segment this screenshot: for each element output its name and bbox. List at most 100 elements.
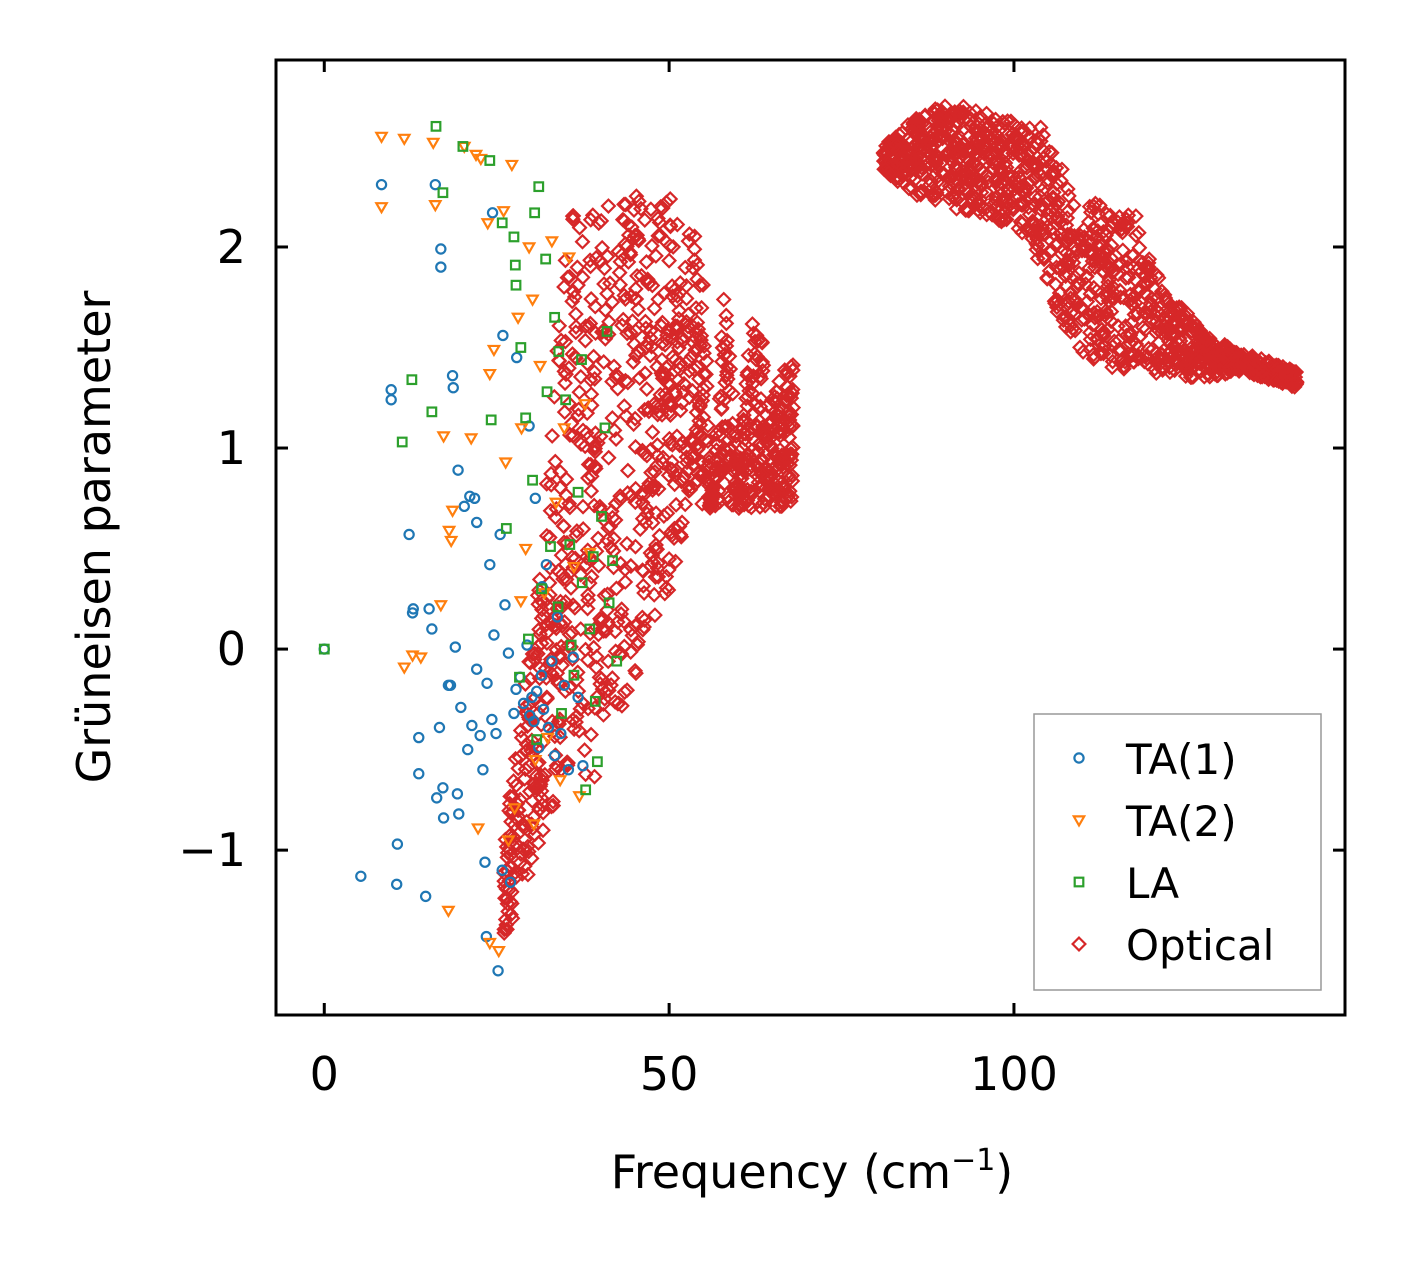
optical-point	[661, 430, 678, 447]
optical-point	[642, 558, 659, 575]
optical-point	[504, 910, 521, 927]
ta1-point	[508, 707, 520, 720]
ta1-point	[494, 528, 506, 541]
ta1-point	[484, 558, 496, 571]
optical-point	[1123, 314, 1140, 331]
optical-point	[689, 256, 706, 273]
optical-point	[613, 601, 630, 618]
ta2-point	[491, 945, 506, 959]
optical-point	[906, 172, 923, 188]
optical-point	[640, 400, 657, 417]
ta1-point	[577, 759, 589, 772]
optical-point	[944, 189, 961, 206]
optical-point	[740, 347, 757, 364]
optical-point	[1122, 325, 1139, 342]
optical-point	[1235, 351, 1252, 368]
optical-point	[526, 645, 543, 662]
optical-point	[678, 449, 695, 466]
optical-point	[517, 743, 534, 759]
ta1-point	[446, 369, 459, 382]
optical-point	[566, 288, 583, 305]
optical-point	[888, 137, 904, 154]
optical-point	[622, 324, 639, 341]
optical-point	[676, 468, 693, 485]
optical-point	[679, 462, 696, 479]
y-axis-label: Grüneisen parameter	[67, 290, 121, 783]
optical-point	[655, 508, 672, 524]
optical-point	[585, 639, 602, 656]
optical-point	[773, 475, 790, 492]
axis-ticks: 0 50 100 −1 0 1 2	[178, 60, 1345, 1101]
optical-point	[1047, 196, 1064, 213]
la-point	[500, 523, 512, 534]
optical-point	[518, 736, 535, 753]
optical-point	[609, 380, 626, 397]
la-point	[591, 756, 603, 768]
optical-point	[744, 385, 761, 402]
optical-point	[613, 697, 630, 714]
optical-point	[617, 574, 634, 590]
la-point	[599, 422, 611, 434]
optical-point	[600, 519, 617, 536]
optical-point	[680, 352, 697, 369]
optical-point	[644, 514, 661, 531]
ta1-point	[355, 870, 367, 882]
x-axis-label: Frequency (cm−1)	[611, 1143, 1014, 1199]
optical-point	[570, 407, 587, 424]
optical-point	[913, 132, 930, 149]
optical-point	[715, 291, 732, 308]
optical-point	[616, 196, 633, 213]
optical-point	[638, 254, 655, 270]
optical-point	[649, 437, 666, 454]
ta2-point	[433, 600, 448, 613]
optical-point	[1098, 284, 1115, 301]
ta2-point	[522, 242, 537, 255]
optical-point	[977, 143, 994, 160]
optical-point	[761, 462, 777, 479]
optical-point	[701, 450, 718, 467]
ta2-point	[428, 200, 443, 213]
optical-point	[1060, 187, 1077, 204]
optical-point	[627, 290, 644, 307]
optical-point	[739, 492, 756, 509]
optical-point	[753, 333, 770, 350]
optical-point	[587, 443, 604, 460]
optical-point	[1172, 333, 1189, 349]
optical-point	[577, 438, 594, 455]
la-point	[523, 633, 534, 645]
optical-point	[595, 706, 612, 723]
optical-point	[1123, 296, 1140, 312]
optical-point	[662, 237, 679, 254]
ta1-point	[474, 729, 486, 742]
optical-point	[583, 468, 600, 485]
optical-point	[548, 671, 565, 688]
ta1-point	[510, 351, 523, 364]
ta2-point	[464, 433, 479, 446]
optical-point	[620, 227, 637, 244]
optical-point	[533, 790, 550, 806]
legend-marker-optical	[1071, 936, 1087, 952]
ta1-point	[558, 679, 570, 691]
optical-point	[553, 638, 570, 655]
optical-point	[726, 479, 743, 496]
optical-point	[728, 450, 745, 467]
optical-point	[536, 766, 553, 783]
optical-point	[507, 750, 524, 767]
la-point	[529, 207, 541, 219]
legend-frame	[1033, 713, 1322, 991]
optical-point	[1035, 248, 1052, 265]
optical-point	[996, 171, 1013, 188]
optical-point	[965, 187, 982, 204]
optical-point	[523, 816, 540, 833]
optical-point	[577, 766, 594, 783]
y-tick-label: 0	[217, 622, 246, 676]
optical-point	[1114, 242, 1131, 259]
optical-point	[943, 134, 960, 151]
optical-point	[674, 394, 691, 411]
ta2-point	[562, 252, 577, 265]
optical-point	[535, 804, 552, 821]
optical-point	[608, 370, 625, 387]
optical-point	[721, 382, 737, 399]
optical-point	[994, 192, 1011, 208]
optical-point	[889, 142, 906, 159]
